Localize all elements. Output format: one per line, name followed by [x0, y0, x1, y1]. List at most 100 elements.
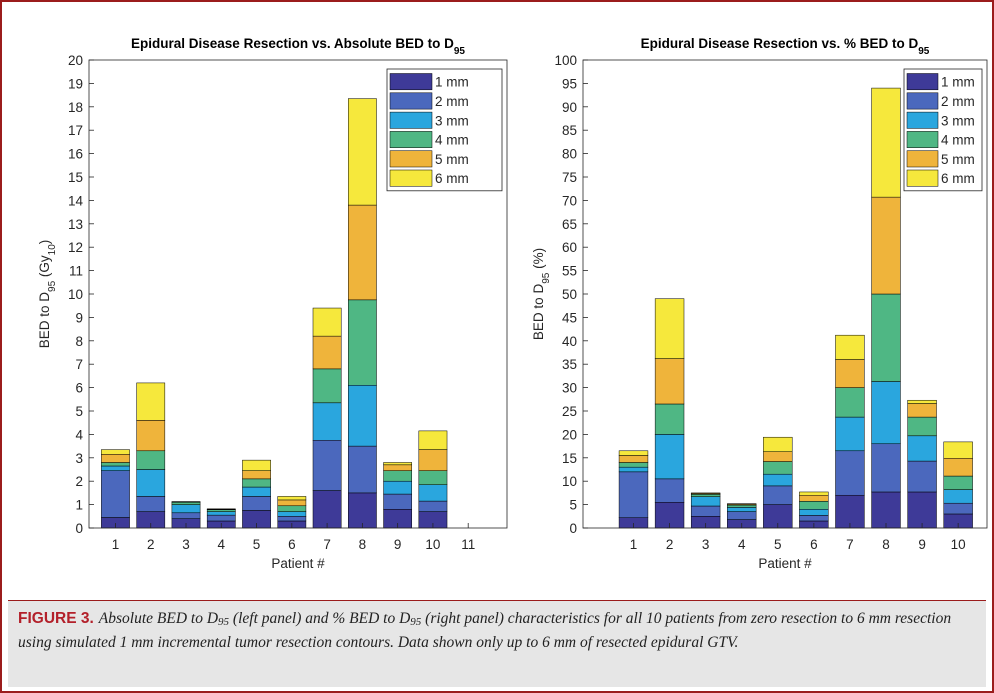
text-part: Epidural Disease Resection vs. % BED to …: [641, 36, 919, 51]
bar-segment: [418, 449, 448, 471]
bar-segment: [277, 511, 307, 517]
y-tick-label: 50: [562, 287, 577, 302]
bar-segment: [206, 509, 236, 512]
bar-segment: [171, 502, 201, 505]
bar-segment: [383, 480, 413, 495]
bar-segment: [206, 514, 236, 522]
bar-segment: [618, 455, 649, 463]
x-tick-label: 7: [846, 537, 854, 552]
legend-label: 5 mm: [435, 152, 469, 167]
y-tick-label: 10: [68, 287, 83, 302]
bar-segment: [383, 493, 413, 510]
legend-label: 2 mm: [941, 94, 975, 109]
bar-segment: [312, 490, 342, 529]
subscript: 95: [454, 46, 466, 57]
bar-segment: [242, 478, 271, 488]
legend-swatch: [906, 150, 939, 168]
chart-title: Epidural Disease Resection vs. Absolute …: [131, 36, 465, 57]
y-tick-label: 6: [75, 381, 83, 396]
bar-segment: [242, 486, 271, 497]
legend-label: 1 mm: [435, 75, 469, 90]
bar-segment: [654, 298, 685, 359]
x-tick-label: 8: [359, 537, 367, 552]
bar-segment: [277, 516, 307, 522]
y-tick-label: 9: [75, 310, 83, 325]
legend-swatch: [906, 111, 939, 129]
x-tick-label: 6: [288, 537, 296, 552]
bar-segment: [871, 443, 901, 493]
y-tick-label: 12: [68, 240, 83, 255]
legend-swatch: [389, 111, 433, 129]
bar-segment: [242, 470, 271, 480]
text-part: BED to D: [531, 284, 546, 341]
legend-swatch: [389, 169, 433, 187]
x-tick-label: 5: [253, 537, 261, 552]
y-tick-label: 45: [562, 310, 577, 325]
y-tick-label: 95: [562, 76, 577, 91]
y-tick-label: 85: [562, 123, 577, 138]
x-tick-label: 9: [394, 537, 402, 552]
y-tick-label: 20: [562, 427, 577, 442]
legend-label: 3 mm: [435, 113, 469, 128]
x-tick-label: 3: [182, 537, 190, 552]
x-tick-label: 7: [323, 537, 331, 552]
legend-label: 6 mm: [435, 171, 469, 186]
legend-label: 3 mm: [941, 113, 975, 128]
chart-title: Epidural Disease Resection vs. % BED to …: [641, 36, 930, 57]
caption-text: (left panel) and % BED to D: [229, 610, 411, 627]
caption-text: (right panel) characteristics for all 10…: [18, 610, 952, 651]
y-axis-label: BED to D95 (Gy10): [37, 240, 58, 349]
legend-swatch: [906, 92, 939, 110]
subscript: 95: [541, 272, 552, 284]
bar-segment: [277, 496, 307, 501]
caption-subscript: 95: [218, 616, 230, 628]
y-tick-label: 1: [75, 498, 83, 513]
bar-segment: [763, 436, 793, 452]
bar-segment: [907, 460, 937, 493]
bar-segment: [618, 450, 649, 456]
bar-segment: [835, 359, 865, 388]
text-part: (%): [531, 248, 546, 273]
bar-segment: [348, 98, 377, 206]
bar-segment: [418, 430, 448, 450]
y-tick-label: 100: [554, 53, 577, 68]
y-tick-label: 10: [562, 474, 577, 489]
x-tick-label: 11: [461, 537, 475, 552]
bar-segment: [727, 507, 757, 512]
bar-segment: [348, 204, 377, 301]
text-part: Epidural Disease Resection vs. Absolute …: [131, 36, 454, 51]
bar-segment: [383, 464, 413, 471]
y-tick-label: 20: [68, 53, 83, 68]
y-tick-label: 3: [75, 451, 83, 466]
y-tick-label: 40: [562, 334, 577, 349]
bar-segment: [136, 450, 166, 470]
bar-segment: [312, 335, 342, 370]
bar-segment: [136, 469, 166, 497]
y-tick-label: 5: [569, 498, 577, 513]
x-tick-label: 4: [218, 537, 226, 552]
bar-segment: [348, 492, 377, 529]
x-tick-label: 6: [810, 537, 818, 552]
bar-segment: [618, 462, 649, 468]
bar-segment: [799, 494, 829, 502]
y-tick-label: 75: [562, 170, 577, 185]
bar-segment: [763, 451, 793, 462]
x-tick-label: 10: [951, 537, 966, 552]
x-tick-label: 2: [666, 537, 674, 552]
x-tick-label: 10: [425, 537, 440, 552]
bar-segment: [835, 334, 865, 360]
bar-segment: [348, 445, 377, 494]
y-axis-label: BED to D95 (%): [531, 248, 552, 340]
bar-segment: [943, 489, 973, 504]
y-tick-label: 90: [562, 100, 577, 115]
y-tick-label: 60: [562, 240, 577, 255]
x-tick-label: 1: [630, 537, 638, 552]
bar-segment: [171, 512, 201, 519]
bar-segment: [943, 441, 973, 459]
bar-segment: [101, 454, 130, 463]
bar-segment: [101, 470, 130, 518]
legend-swatch: [906, 169, 939, 187]
y-tick-label: 13: [68, 217, 83, 232]
bar-segment: [206, 511, 236, 516]
